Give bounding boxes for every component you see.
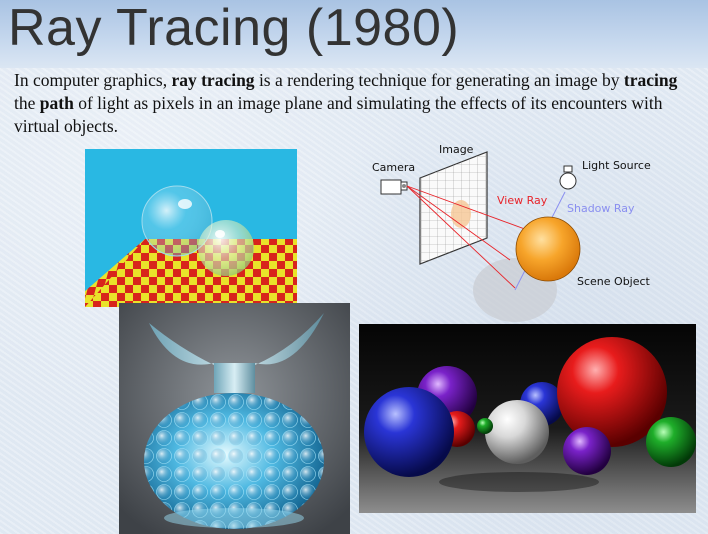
intro-text-3: the [14,93,40,113]
diagram-label-shadow-ray: Shadow Ray [567,202,635,215]
diagram-label-image: Image [439,143,474,156]
camera-icon [380,179,408,195]
diagram-label-camera: Camera [372,161,415,174]
intro-bold-ray-tracing: ray tracing [171,70,255,90]
diagram-label-scene-object: Scene Object [577,275,651,288]
intro-paragraph: In computer graphics, ray tracing is a r… [14,69,699,138]
slide-title: Ray Tracing (1980) [8,0,460,57]
glass-vase-render [119,303,350,534]
glass-spheres-render [85,149,297,307]
intro-text-2: is a rendering technique for generating … [254,70,624,90]
diagram-label-view-ray: View Ray [497,194,548,207]
intro-text-4: of light as pixels in an image plane and… [14,93,663,136]
ray-tracing-diagram: Image Camera Light Source View Ray Shado… [372,143,651,322]
intro-text-1: In computer graphics, [14,70,172,90]
intro-bold-tracing: tracing [623,70,678,90]
title-band [0,0,708,68]
intro-bold-path: path [39,93,74,113]
light-bulb-icon [559,165,577,190]
colored-spheres-render [359,324,696,513]
diagram-label-light-source: Light Source [582,159,651,172]
